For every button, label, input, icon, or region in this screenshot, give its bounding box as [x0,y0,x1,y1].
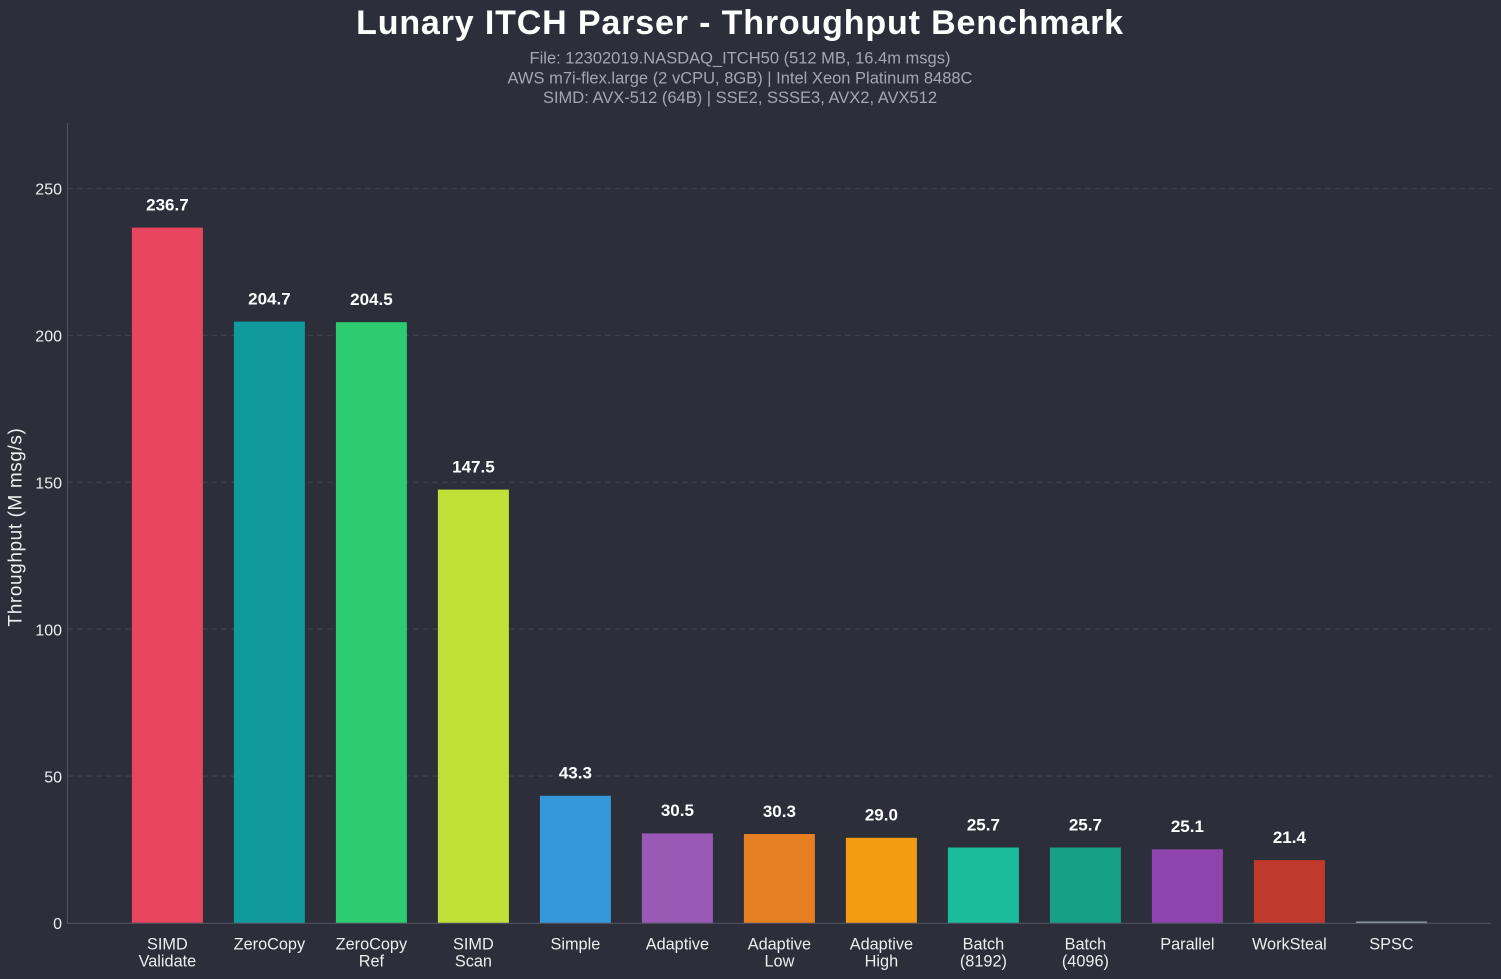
svg-text:Throughput (M msg/s): Throughput (M msg/s) [6,428,27,627]
svg-text:150: 150 [35,476,62,493]
svg-text:(8192): (8192) [960,953,1007,971]
svg-text:File: 12302019.NASDAQ_ITCH50 (: File: 12302019.NASDAQ_ITCH50 (512 MB, 16… [530,49,951,67]
svg-text:Adaptive: Adaptive [748,936,811,954]
svg-text:0: 0 [53,916,62,933]
svg-text:WorkSteal: WorkSteal [1252,936,1327,954]
svg-text:Validate: Validate [139,953,197,971]
svg-text:Ref: Ref [359,953,385,971]
svg-text:147.5: 147.5 [452,457,495,476]
svg-text:21.4: 21.4 [1273,828,1307,847]
svg-text:Batch: Batch [1065,936,1107,954]
svg-text:High: High [865,953,899,971]
svg-text:204.7: 204.7 [248,289,291,308]
svg-text:ZeroCopy: ZeroCopy [336,936,408,954]
svg-text:25.7: 25.7 [967,815,1000,834]
svg-text:AWS m7i-flex.large (2 vCPU, 8G: AWS m7i-flex.large (2 vCPU, 8GB) | Intel… [508,69,973,87]
svg-text:Scan: Scan [455,953,492,971]
svg-text:Lunary ITCH Parser - Throughpu: Lunary ITCH Parser - Throughput Benchmar… [356,4,1124,42]
svg-text:SIMD: AVX-512 (64B) | SSE2, SS: SIMD: AVX-512 (64B) | SSE2, SSSE3, AVX2,… [543,89,937,107]
svg-text:30.3: 30.3 [763,802,796,821]
svg-text:Batch: Batch [963,936,1005,954]
svg-text:Parallel: Parallel [1160,936,1214,954]
svg-text:(4096): (4096) [1062,953,1109,971]
svg-text:43.3: 43.3 [559,764,592,783]
svg-text:236.7: 236.7 [146,195,189,214]
svg-text:200: 200 [35,329,62,346]
svg-text:25.7: 25.7 [1069,815,1102,834]
svg-text:Adaptive: Adaptive [850,936,913,954]
svg-text:204.5: 204.5 [350,290,393,309]
svg-text:25.1: 25.1 [1171,817,1204,836]
svg-text:250: 250 [35,182,62,199]
svg-text:29.0: 29.0 [865,806,898,825]
svg-text:SIMD: SIMD [453,936,494,954]
svg-text:Adaptive: Adaptive [646,936,709,954]
svg-text:ZeroCopy: ZeroCopy [234,936,306,954]
svg-text:30.5: 30.5 [661,801,694,820]
svg-text:SIMD: SIMD [147,936,188,954]
svg-text:50: 50 [44,769,62,786]
svg-text:100: 100 [35,622,62,639]
svg-text:SPSC: SPSC [1369,936,1414,954]
svg-text:Low: Low [764,953,794,971]
svg-text:Simple: Simple [551,936,601,954]
